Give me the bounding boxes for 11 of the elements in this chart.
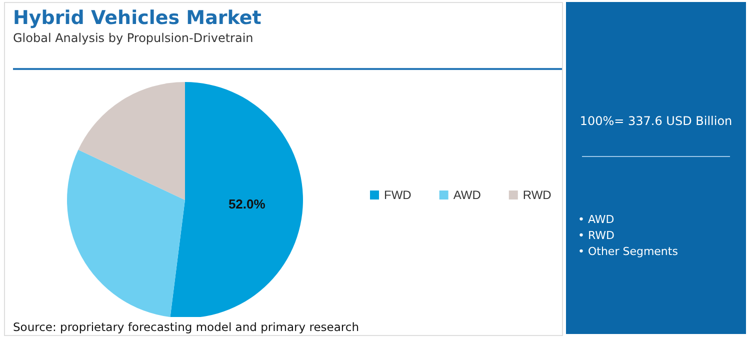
legend-label: FWD bbox=[384, 188, 412, 202]
text: 100%= 337.6 USD Billion bbox=[578, 114, 734, 128]
text: • AWD bbox=[578, 212, 616, 228]
legend-label: RWD bbox=[522, 188, 552, 202]
source-note: Source: proprietary forecasting model and primary research bbox=[13, 320, 359, 334]
chart-subtitle: Global Analysis by Propulsion-Drivetrain bbox=[13, 31, 254, 45]
text: • RWD bbox=[578, 228, 616, 244]
chart-title: Hybrid Vehicles Market bbox=[13, 7, 262, 29]
legend-label: AWD bbox=[453, 188, 482, 202]
text: • Other Segments bbox=[578, 244, 678, 260]
data-label: 52.0% bbox=[228, 196, 266, 212]
